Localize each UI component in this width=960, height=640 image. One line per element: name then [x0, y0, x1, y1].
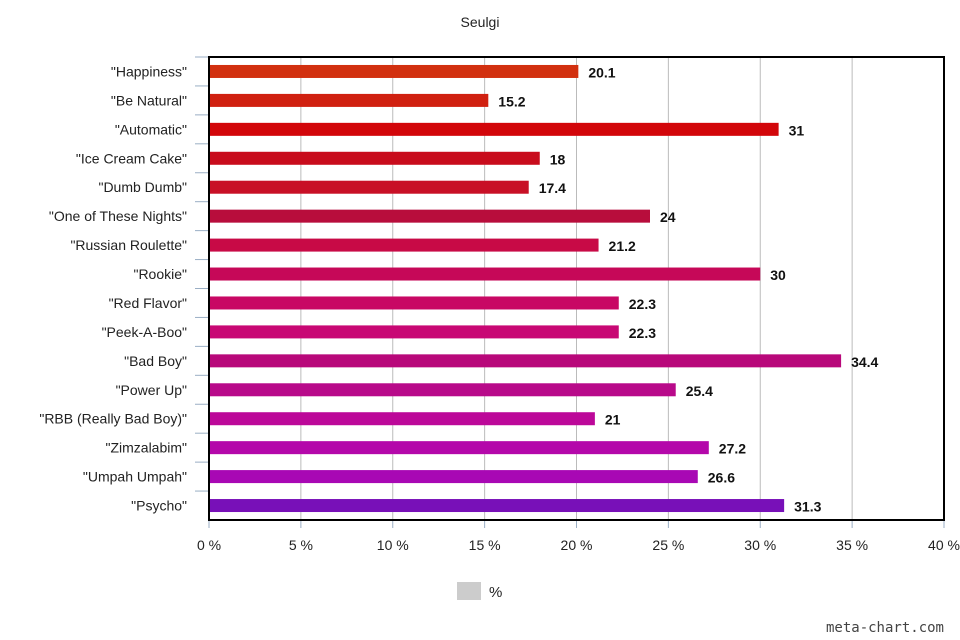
bar[interactable] [209, 470, 698, 484]
bar[interactable] [209, 325, 619, 339]
data-label: 31.3 [794, 499, 821, 515]
data-label: 21 [605, 412, 621, 428]
x-tick-label: 0 % [197, 537, 221, 553]
bar[interactable] [209, 151, 540, 165]
bar[interactable] [209, 93, 489, 107]
bar[interactable] [209, 209, 650, 223]
data-label: 27.2 [719, 441, 746, 457]
legend-label: % [489, 584, 502, 601]
category-label: "Peek-A-Boo" [102, 324, 187, 340]
category-label: "One of These Nights" [49, 208, 187, 224]
data-label: 34.4 [851, 354, 878, 370]
category-label: "Automatic" [115, 121, 187, 137]
x-tick-label: 10 % [377, 537, 409, 553]
bar[interactable] [209, 499, 785, 513]
bar[interactable] [209, 180, 529, 194]
category-label: "Rookie" [133, 266, 187, 282]
data-label: 26.6 [708, 470, 735, 486]
data-label: 15.2 [498, 93, 525, 109]
category-label: "Zimzalabim" [105, 440, 187, 456]
x-tick-label: 5 % [289, 537, 313, 553]
category-label: "Psycho" [131, 498, 187, 514]
bars: 20.1 15.2 31 18 17.4 24 21.2 30 22.3 22.3 34.4 25.4… [209, 64, 879, 515]
category-label: "Happiness" [111, 63, 187, 79]
watermark: meta-chart.com [826, 620, 944, 636]
category-label: "Power Up" [116, 382, 187, 398]
category-label: "Russian Roulette" [70, 237, 187, 253]
bar[interactable] [209, 441, 709, 455]
x-tick-label: 20 % [561, 537, 593, 553]
bar[interactable] [209, 238, 599, 252]
x-tick-label: 25 % [652, 537, 684, 553]
plot-frame [208, 56, 945, 521]
data-label: 22.3 [629, 296, 656, 312]
data-label: 30 [770, 267, 786, 283]
bar[interactable] [209, 64, 579, 78]
bar[interactable] [209, 383, 676, 397]
chart-title: Seulgi [461, 14, 500, 30]
data-label: 17.4 [539, 180, 566, 196]
bar[interactable] [209, 412, 595, 426]
legend[interactable]: % [457, 582, 502, 601]
x-tick-label: 30 % [744, 537, 776, 553]
category-label: "Umpah Umpah" [83, 469, 187, 485]
data-label: 20.1 [588, 64, 615, 80]
data-label: 21.2 [609, 238, 636, 254]
category-label: "Ice Cream Cake" [76, 150, 187, 166]
data-label: 24 [660, 209, 676, 225]
x-tick-label: 15 % [469, 537, 501, 553]
category-label: "RBB (Really Bad Boy)" [39, 411, 187, 427]
category-labels: "Happiness" "Be Natural" "Automatic" "Ice C… [39, 56, 209, 514]
category-label: "Red Flavor" [109, 295, 187, 311]
bar[interactable] [209, 122, 779, 136]
category-label: "Dumb Dumb" [98, 179, 187, 195]
x-tick-label: 40 % [928, 537, 960, 553]
category-label: "Bad Boy" [124, 353, 187, 369]
bar[interactable] [209, 267, 761, 281]
data-label: 18 [550, 151, 566, 167]
category-label: "Be Natural" [111, 92, 187, 108]
data-label: 31 [789, 122, 805, 138]
data-label: 25.4 [686, 383, 713, 399]
x-tick-label: 35 % [836, 537, 868, 553]
bar[interactable] [209, 354, 842, 368]
data-label: 22.3 [629, 325, 656, 341]
x-axis-ticks: 0 % 5 % 10 % 15 % 20 % 25 % 30 % 35 % 40 % [197, 520, 960, 553]
legend-swatch [457, 582, 481, 600]
bar[interactable] [209, 296, 619, 310]
